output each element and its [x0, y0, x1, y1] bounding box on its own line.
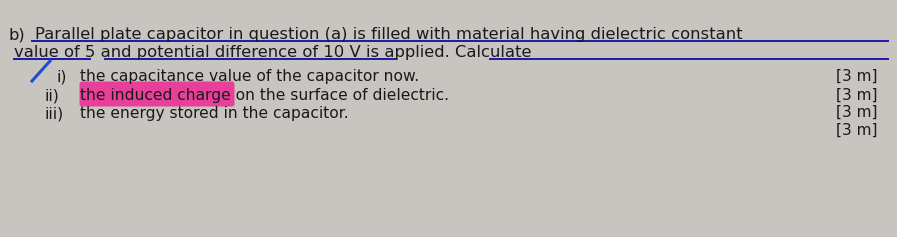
- Text: b): b): [8, 27, 25, 42]
- Text: Parallel plate capacitor in question (a) is filled with material having dielectr: Parallel plate capacitor in question (a)…: [35, 27, 743, 42]
- FancyBboxPatch shape: [80, 82, 234, 106]
- Text: [3 m]: [3 m]: [837, 88, 878, 103]
- Text: [3 m]: [3 m]: [837, 69, 878, 84]
- Text: [3 m]: [3 m]: [837, 105, 878, 120]
- Text: the energy stored in the capacitor.: the energy stored in the capacitor.: [80, 106, 349, 121]
- Text: value of 5 and potential difference of 10 V is applied. Calculate: value of 5 and potential difference of 1…: [14, 45, 532, 60]
- Text: iii): iii): [45, 106, 64, 121]
- Text: ii): ii): [45, 88, 60, 103]
- Text: [3 m]: [3 m]: [837, 123, 878, 138]
- Text: the induced charge on the surface of dielectric.: the induced charge on the surface of die…: [80, 88, 449, 103]
- Text: the capacitance value of the capacitor now.: the capacitance value of the capacitor n…: [80, 69, 419, 84]
- Text: i): i): [56, 69, 66, 84]
